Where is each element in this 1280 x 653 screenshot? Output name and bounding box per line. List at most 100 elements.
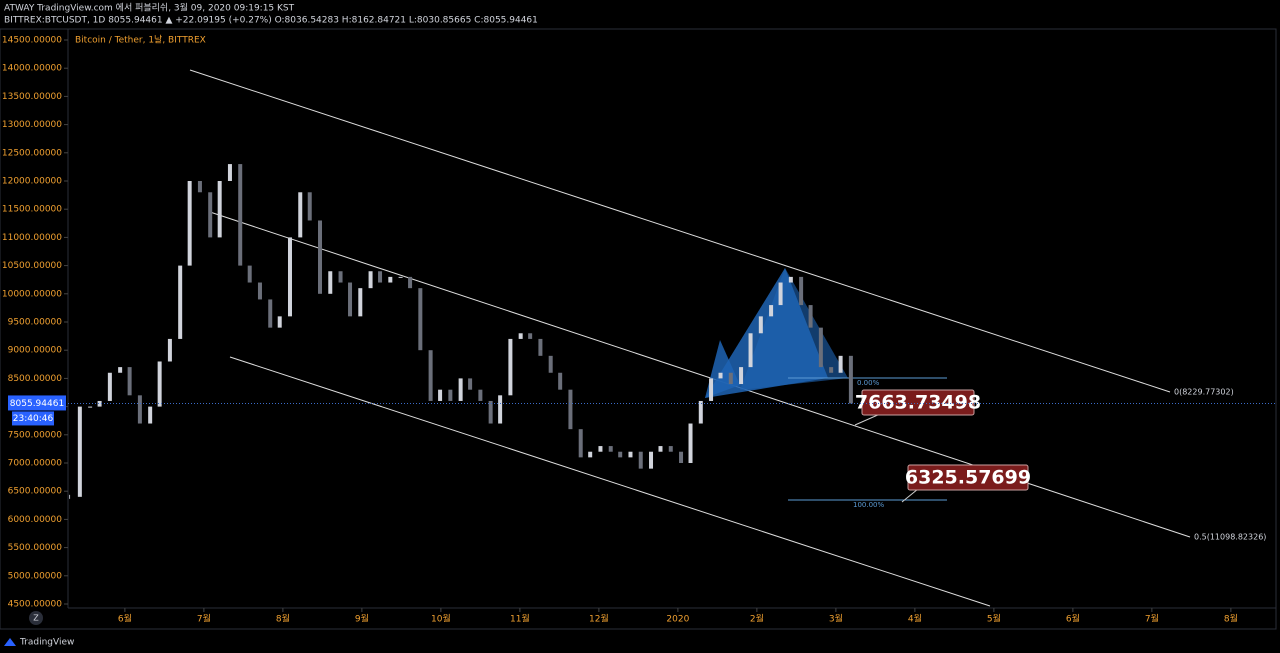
candle (227, 164, 232, 181)
candle (118, 367, 123, 373)
candle (528, 333, 533, 339)
y-tick-label: 12000.00000 (2, 177, 62, 187)
x-tick-label: 2020 (666, 615, 689, 625)
candle (148, 406, 153, 424)
trend-line (229, 356, 991, 607)
candle (668, 446, 673, 452)
fib-label: 100.00% (853, 501, 884, 509)
y-tick-label: 7500.00000 (8, 430, 63, 440)
candle (97, 400, 102, 407)
y-tick-label: 14500.00000 (2, 36, 62, 46)
x-tick-label: 8월 (276, 613, 290, 625)
candle (307, 192, 312, 221)
trend-line (189, 69, 1171, 393)
candle (298, 192, 303, 238)
y-tick-label: 13500.00000 (2, 92, 62, 102)
candle (338, 271, 343, 283)
candle (408, 276, 413, 289)
candle (127, 367, 132, 396)
candle (238, 164, 243, 266)
candle (257, 282, 262, 300)
line-label: 0(8229.77302) (1174, 388, 1234, 397)
callout (907, 464, 1029, 491)
y-tick-label: 10500.00000 (2, 261, 62, 271)
callout-text: 6325.57699 (905, 467, 1031, 489)
candle (418, 288, 423, 351)
candle (398, 276, 403, 278)
y-tick-label: 6000.00000 (8, 515, 63, 525)
line-label: 0.5(11098.82326) (1194, 533, 1266, 542)
candle (548, 355, 553, 373)
candle (728, 372, 733, 385)
brand: TradingView (19, 638, 74, 648)
x-tick-label: 5월 (987, 613, 1001, 625)
y-tick-label: 9000.00000 (8, 346, 63, 356)
x-tick-label: 7월 (1145, 613, 1159, 625)
candle (287, 237, 292, 317)
candle (468, 378, 473, 390)
candle (698, 400, 703, 424)
x-tick-label: 9월 (355, 613, 369, 625)
candle (778, 282, 783, 306)
candle (378, 271, 383, 283)
callout-text: 7663.73498 (855, 392, 981, 414)
candle (277, 316, 282, 328)
candle (197, 181, 202, 193)
zoom-button[interactable] (29, 611, 43, 625)
y-tick-label: 4500.00000 (8, 600, 63, 610)
candle (679, 451, 684, 463)
candle (368, 271, 373, 289)
y-tick-label: 9500.00000 (8, 318, 63, 328)
candle (318, 220, 323, 294)
y-tick-label: 10000.00000 (2, 289, 62, 299)
candle (358, 288, 363, 317)
candle (157, 361, 162, 407)
candle (88, 406, 93, 408)
candle (518, 333, 523, 339)
y-tick-label: 5000.00000 (8, 571, 63, 581)
candle (588, 451, 593, 458)
y-tick-label: 11000.00000 (2, 233, 62, 243)
candle (769, 305, 774, 317)
candle (268, 299, 273, 328)
candle (247, 265, 252, 283)
price-tag (8, 395, 66, 411)
candle (788, 276, 793, 283)
x-tick-label: 12월 (589, 613, 609, 625)
y-tick-label: 13000.00000 (2, 120, 62, 130)
candle (77, 406, 82, 497)
candle (107, 372, 112, 401)
candle (348, 282, 353, 317)
candle (478, 389, 483, 401)
candle (838, 355, 843, 373)
y-tick-label: 6500.00000 (8, 487, 63, 497)
x-tick-label: 6월 (1066, 613, 1080, 625)
candle (388, 276, 393, 283)
candle (578, 429, 583, 458)
callout-pointer (854, 413, 881, 426)
x-tick-label: 11월 (510, 613, 530, 625)
header-line: ATWAY TradingView.com 에서 퍼블리쉬, 3월 09, 20… (4, 2, 295, 14)
x-tick-label: 6월 (118, 613, 132, 625)
fib-label: 0.00% (857, 379, 880, 387)
candle (808, 305, 813, 328)
candle (638, 451, 643, 469)
price-tag-label: 8055.94461 (10, 399, 64, 409)
candle (137, 395, 142, 424)
candle (538, 338, 543, 356)
y-tick-label: 12500.00000 (2, 148, 62, 158)
candle (568, 389, 573, 430)
y-tick-label: 5500.00000 (8, 543, 63, 553)
candle (608, 446, 613, 452)
header-ohlc: BITTREX:BTCUSDT, 1D 8055.94461 ▲ +22.091… (4, 16, 538, 26)
y-tick-label: 14000.00000 (2, 64, 62, 74)
candle (178, 265, 183, 339)
candle (818, 327, 823, 368)
logo (4, 638, 16, 646)
candle (448, 389, 453, 401)
plot-frame (0, 28, 1277, 630)
candle (628, 451, 633, 458)
candle (488, 400, 493, 424)
